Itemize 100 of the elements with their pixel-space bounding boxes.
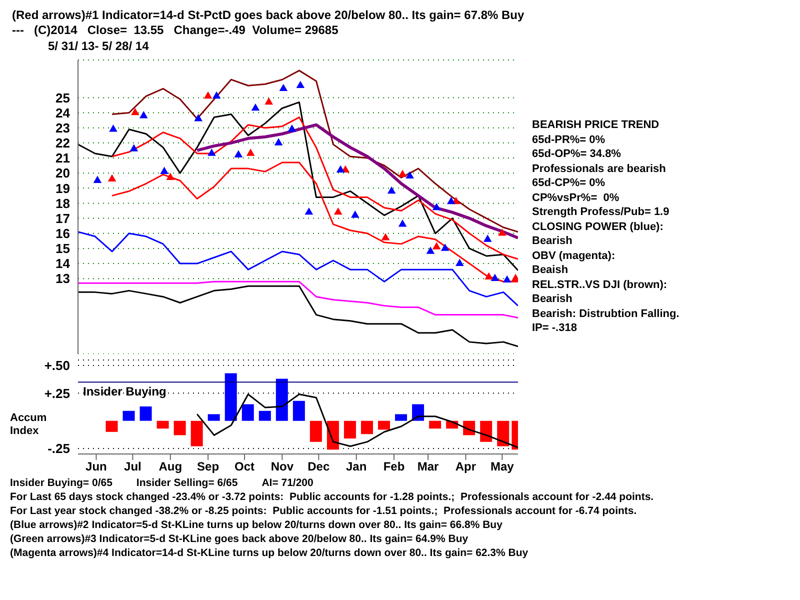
bar [174, 420, 186, 436]
x-tick-label: Mar [417, 460, 440, 474]
text: AI= 71/200 [262, 476, 314, 490]
bar [412, 404, 424, 421]
x-tick-label: Apr [455, 460, 476, 474]
y-axis-title: Accum Index [10, 412, 47, 438]
text: Insider Buying= 0/65 [10, 476, 112, 490]
text: CLOSING POWER (blue): [532, 220, 664, 234]
line-series [111, 116, 518, 260]
point [381, 233, 390, 240]
text: For Last year stock changed -38.2% or -8.25 points: Public accounts for -1.51 points.; Professionals account for -6.74 points. [10, 504, 638, 518]
y-tick-label: 17 [56, 210, 70, 226]
point [455, 258, 464, 266]
point [387, 186, 396, 194]
text: 5/ 31/ 13- 5/ 28/ 14 [48, 39, 149, 53]
text: Strength Profess/Pub= 1.9 [532, 205, 670, 220]
y-tick-label: 13 [56, 271, 70, 286]
point [398, 170, 407, 177]
point [166, 172, 175, 180]
text: (Blue arrows)#2 Indicator=5-d St-KLine turns up below 20/turns down over 80.. Its gain= 66.8% Buy [10, 518, 504, 532]
point [304, 207, 314, 215]
bar [344, 420, 356, 439]
bar [292, 400, 305, 421]
point [490, 274, 500, 282]
line-series [111, 162, 518, 282]
x-tick-label: Nov [270, 460, 294, 474]
x-tick-label: Dec [308, 460, 330, 474]
text: 65d-CP%= 0% [532, 176, 606, 190]
point [130, 108, 140, 116]
text: REL.STR..VS DJI (brown): [532, 278, 668, 292]
point [498, 228, 506, 236]
text: 65d-PR%= 0% [532, 132, 606, 147]
point [440, 244, 450, 251]
text: Bearish [532, 292, 574, 306]
text: Beaish [532, 263, 570, 278]
point [246, 148, 255, 156]
x-tick-label: Jun [86, 460, 107, 474]
y-tick-label: 14 [56, 256, 71, 272]
point [279, 84, 288, 92]
x-tick-label: May [490, 460, 514, 474]
line-series [196, 123, 518, 240]
point [194, 114, 202, 122]
text: 65d-OP%= 34.8% [532, 147, 622, 162]
text: (Magenta arrows)#4 Indicator=14-d St-KLine turns up below 20/turns down over 80.. Its gain= 62.3% Buy [10, 546, 530, 560]
bar [276, 378, 288, 421]
point [350, 210, 360, 218]
point [139, 110, 148, 118]
point [296, 80, 305, 88]
line-series [111, 70, 518, 233]
bar [156, 420, 169, 429]
text: Bearish [532, 234, 574, 248]
point [264, 97, 273, 105]
point [108, 174, 116, 182]
point [204, 91, 212, 99]
x-tick-label: Oct [234, 460, 255, 474]
y-tick-label: 16 [56, 226, 70, 241]
y-tick-label: 19 [56, 180, 70, 196]
bar [258, 410, 271, 421]
point [288, 124, 296, 132]
line-series [78, 231, 518, 307]
point [336, 165, 345, 172]
text: CP%vsPr%= 0% [532, 190, 620, 205]
point [334, 207, 342, 215]
bar [190, 420, 203, 446]
bar [480, 420, 492, 442]
x-tick-label: Feb [383, 460, 405, 474]
text: IP= -.318 [532, 321, 578, 336]
y-tick-label: 25 [56, 90, 70, 106]
ref-line-label: Insider Buying [83, 384, 166, 399]
point [406, 171, 414, 178]
point [130, 144, 138, 152]
bar [208, 414, 220, 421]
point [484, 272, 493, 280]
point [432, 202, 441, 210]
y-tick-label: 22 [56, 136, 70, 151]
chart-subtitle: --- (C)2014 Close= 13.55 Change=-.49 Volume= 29685 [12, 23, 338, 37]
x-tick-label: Jul [124, 460, 142, 474]
point [432, 242, 441, 250]
text: For Last 65 days stock changed -23.4% or -3.72 points: Public accounts for -1.28 points.; Professionals account for -2.44 points. [10, 490, 654, 504]
text: Bearish: Distrubtion Falling. [532, 306, 680, 321]
line-series [78, 101, 518, 272]
point [446, 196, 456, 204]
y-tick-label: 24 [56, 105, 71, 120]
y-tick-label: -.25 [48, 441, 70, 456]
line-series [78, 285, 518, 348]
bar [224, 373, 237, 421]
text: (Green arrows)#3 Indicator=5-d St-KLine goes back above 20/below 80.. Its gain= 64.9% Buy [10, 532, 470, 546]
bar [429, 420, 442, 429]
bar [106, 420, 118, 432]
point [109, 124, 118, 132]
bar [395, 414, 408, 421]
y-tick-label: +.25 [44, 386, 70, 401]
point [251, 103, 260, 111]
bar [497, 420, 510, 446]
text: Insider Selling= 6/65 [136, 476, 238, 490]
point [426, 246, 435, 254]
point [274, 138, 283, 146]
y-tick-label: 15 [56, 241, 70, 256]
point [398, 220, 407, 227]
bar [140, 406, 152, 421]
